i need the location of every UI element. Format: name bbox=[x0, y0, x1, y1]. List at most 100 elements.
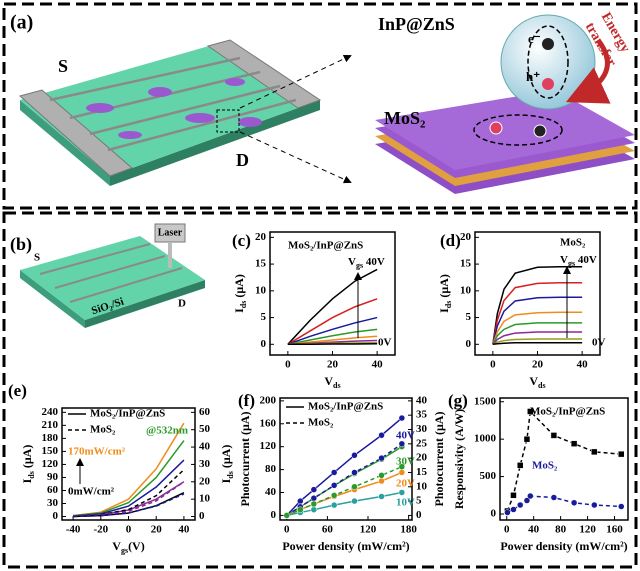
annotation-part: V bbox=[348, 256, 356, 268]
marker bbox=[310, 494, 318, 502]
marker bbox=[550, 494, 558, 501]
x-axis-label-part: V bbox=[112, 539, 121, 553]
series-line bbox=[492, 311, 583, 345]
y2-tick-label: 60 bbox=[199, 406, 211, 418]
panel-label: (a) bbox=[10, 12, 33, 34]
device-side bbox=[85, 280, 205, 328]
y-axis-label-part: I bbox=[20, 478, 34, 483]
x-tick-label: 20 bbox=[151, 524, 163, 536]
panel-label: (f) bbox=[238, 391, 255, 410]
marker bbox=[618, 503, 625, 510]
laser-label: Laser bbox=[158, 227, 183, 238]
x-axis-label-part: ds bbox=[538, 381, 546, 390]
drain-label: D bbox=[236, 150, 249, 170]
y-tick-label: 15 bbox=[460, 258, 472, 270]
x-tick-label: 180 bbox=[400, 524, 417, 536]
x-tick-label: 0 bbox=[284, 524, 290, 536]
marker bbox=[591, 448, 598, 456]
marker bbox=[510, 492, 517, 499]
y-tick-label: 80 bbox=[265, 463, 277, 475]
drain-label: D bbox=[178, 298, 186, 310]
y-tick-label: 120 bbox=[260, 440, 277, 452]
y-axis-label-part: (μA) bbox=[20, 445, 34, 471]
x-tick-label: 40 bbox=[372, 359, 384, 371]
panel-label: (d) bbox=[440, 231, 461, 250]
y-axis-label: Ids (μA) bbox=[232, 274, 249, 313]
marker bbox=[527, 408, 534, 415]
marker bbox=[351, 483, 358, 491]
y-tick-label: 15 bbox=[255, 258, 267, 270]
panel-label: (b) bbox=[10, 234, 32, 255]
y2-tick-label: 20 bbox=[416, 452, 428, 464]
x-tick-label: 60 bbox=[322, 524, 334, 536]
flakes bbox=[86, 78, 262, 139]
x-tick-label: 0 bbox=[490, 359, 496, 371]
y-tick-label: 90 bbox=[47, 471, 59, 483]
annotation: MoS₂/InP@ZnS bbox=[530, 406, 605, 418]
zoom-box bbox=[216, 109, 240, 133]
annotation: @532nm bbox=[146, 425, 188, 437]
y2-tick-label: 20 bbox=[199, 475, 211, 487]
y-tick-label: 60 bbox=[47, 484, 59, 496]
y-tick-label: 180 bbox=[42, 432, 59, 444]
panel-border bbox=[2, 211, 638, 569]
y-axis-label-part: (μA) bbox=[437, 274, 451, 300]
x-tick-label: 0 bbox=[285, 359, 291, 371]
electron-label: e⁻ bbox=[528, 31, 541, 46]
y2-tick-label: 0 bbox=[416, 509, 422, 521]
y-tick-label: 20 bbox=[460, 231, 472, 243]
y2-axis-label: Photocurrent (μA) bbox=[432, 412, 446, 507]
y-tick-label: 5 bbox=[466, 311, 472, 323]
annotation-part: gs bbox=[356, 261, 363, 270]
y2-axis-label-part: ds bbox=[226, 471, 235, 479]
series-line bbox=[492, 322, 583, 345]
electrode bbox=[206, 39, 322, 109]
annotation: MoS₂ bbox=[560, 237, 586, 249]
y2-tick-label: 10 bbox=[199, 493, 211, 505]
annotation: 0V bbox=[378, 337, 392, 349]
electron bbox=[533, 124, 547, 138]
y-tick-label: 40 bbox=[265, 486, 277, 498]
transfer-arrow bbox=[565, 38, 611, 104]
series-line bbox=[287, 316, 378, 346]
y2-axis-label: Ids (μA) bbox=[219, 445, 236, 484]
x-axis-label-part: V bbox=[529, 374, 538, 388]
marker bbox=[398, 414, 406, 422]
marker bbox=[351, 497, 358, 505]
y2-tick-label: 15 bbox=[416, 466, 428, 478]
x-tick-label: -20 bbox=[93, 524, 108, 536]
marker bbox=[570, 440, 578, 447]
x-axis-label-part: (V) bbox=[128, 539, 145, 553]
marker bbox=[351, 452, 358, 459]
x-tick-label: 20 bbox=[327, 359, 339, 371]
marker bbox=[330, 501, 338, 509]
y-tick-label: 0 bbox=[466, 338, 472, 350]
marker bbox=[378, 431, 385, 439]
y2-axis-label-part: I bbox=[219, 478, 233, 483]
marker bbox=[591, 501, 598, 509]
marker bbox=[310, 506, 318, 513]
y-tick-label: 0 bbox=[491, 508, 497, 520]
marker bbox=[378, 472, 385, 479]
y2-tick-label: 0 bbox=[199, 510, 205, 522]
marker bbox=[378, 493, 385, 500]
legend-label: MoS₂ bbox=[90, 424, 116, 436]
y2-tick-label: 40 bbox=[199, 441, 211, 453]
hole-label: h⁺ bbox=[526, 69, 540, 84]
marker bbox=[310, 500, 318, 508]
x-axis-label-part: V bbox=[324, 374, 333, 388]
qd-core bbox=[527, 25, 569, 99]
y-axis-label: Ids (μA) bbox=[20, 445, 37, 484]
y2-tick-label: 40 bbox=[416, 394, 428, 406]
annotation: MoS₂/InP@ZnS bbox=[288, 240, 363, 252]
panel-label: (c) bbox=[232, 231, 251, 250]
x-axis-label: Vgs(V) bbox=[112, 539, 144, 556]
x-tick-label: 40 bbox=[178, 524, 190, 536]
mos2-label: MoS₂ bbox=[384, 108, 425, 128]
x-tick-label: -40 bbox=[66, 524, 81, 536]
y-tick-label: 0 bbox=[53, 510, 59, 522]
marker bbox=[516, 501, 524, 509]
annotation: Vgs 40V bbox=[560, 254, 597, 269]
annotation: 30V bbox=[396, 456, 415, 468]
series-line bbox=[492, 338, 583, 345]
